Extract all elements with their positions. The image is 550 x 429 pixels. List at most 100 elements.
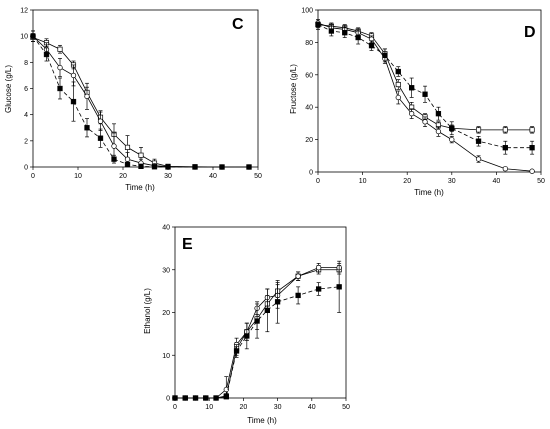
panel-c-y-tick-label: 10 [20, 34, 28, 41]
panel-d-data-point [502, 166, 508, 172]
panel-d-data-point [409, 85, 415, 91]
panel-c-data-point [111, 143, 117, 149]
panel-c-x-tick-label: 30 [164, 173, 172, 180]
panel-c-data-point [138, 152, 144, 158]
panel-e-data-point [182, 395, 188, 401]
panel-d-data-point [409, 111, 415, 117]
panel-e-x-tick-label: 30 [274, 404, 282, 411]
panel-e-data-point [203, 395, 209, 401]
panel-c-y-tick-label: 0 [24, 165, 28, 172]
panel-d-data-point [395, 81, 401, 88]
panel-d-data-point [502, 127, 508, 133]
panel-d-data-point [368, 42, 375, 49]
panel-e-data-point [274, 299, 281, 305]
panel-e-data-point [315, 286, 322, 292]
panel-c-y-tick-label: 4 [24, 112, 28, 119]
panel-e-data-point [192, 395, 199, 401]
panel-d-data-point [422, 91, 428, 97]
panel-d-data-point [315, 21, 321, 28]
panel-c-data-point [138, 163, 144, 169]
panel-e-x-tick-label: 50 [342, 404, 350, 411]
panel-d-data-point [476, 127, 482, 133]
panel-d-series-line [317, 24, 533, 149]
panel-c-data-point [84, 125, 90, 131]
panel-c-data-point [97, 135, 104, 141]
panel-c-data-point [246, 164, 252, 170]
panel-c: C Time (h) Glucose (g/L) 0 10 20 30 40 50 0 2 4 6… [4, 8, 262, 193]
panel-d-data-point [342, 30, 348, 36]
panel-e-letter: E [182, 236, 193, 253]
panel-c-x-tick-label: 40 [209, 173, 217, 180]
panel-c-data-point [124, 144, 131, 150]
panel-e: E Time (h) Ethanol (g/L) 0 10 20 30 40 50 0 10 2… [143, 225, 350, 426]
panel-e-x-tick-label: 0 [173, 404, 177, 411]
panel-c-letter: C [232, 16, 244, 33]
panel-c-data-point [97, 118, 104, 124]
panel-d-data-point [435, 128, 442, 135]
panel-e-data-point [295, 273, 301, 279]
panel-c-y-tick-label: 12 [20, 8, 28, 15]
panel-c-y-tick-label: 6 [24, 86, 28, 93]
panel-c-data-point [219, 164, 225, 170]
panel-d-x-tick-label: 20 [403, 178, 411, 185]
panel-d-x-tick-label: 30 [448, 178, 456, 185]
panel-e-y-axis-title: Ethanol (g/L) [143, 288, 152, 334]
panel-d-y-tick-label: 60 [305, 72, 313, 79]
panel-c-y-axis-title: Glucose (g/L) [4, 65, 13, 113]
panel-e-data-point [223, 386, 229, 393]
panel-d-y-axis-title: Fructose (g/L) [289, 64, 298, 114]
panel-d-data-point [355, 34, 361, 41]
panel-e-data-point [244, 333, 250, 339]
panel-d-x-tick-label: 40 [493, 178, 501, 185]
panel-d-data-point [395, 94, 401, 101]
panel-c-data-point [57, 64, 63, 71]
panel-c-series-open-square [30, 33, 252, 170]
panel-c-y-tick-label: 8 [24, 60, 28, 67]
panel-d: D Time (h) Fructose (g/L) 0 10 20 30 40 50 0 20… [289, 8, 545, 198]
panel-e-y-tick-label: 10 [162, 353, 170, 360]
panel-d-x-tick-label: 0 [316, 178, 320, 185]
panel-e-y-tick-label: 20 [162, 310, 170, 317]
panel-c-frame [32, 9, 259, 168]
panel-e-y-tick-label: 40 [162, 225, 170, 232]
panel-c-data-point [57, 85, 63, 92]
panel-d-data-point [529, 168, 535, 174]
panel-c-data-point [84, 93, 90, 99]
panel-d-series-open-circle [315, 19, 535, 174]
panel-c-data-point [124, 156, 131, 162]
panel-d-data-point [529, 127, 535, 133]
panel-d-data-point [529, 145, 535, 151]
panel-c-x-tick-label: 0 [31, 173, 35, 180]
panel-e-x-tick-label: 10 [205, 404, 213, 411]
panel-d-series-filled-square [315, 19, 535, 155]
panel-e-data-point [315, 264, 322, 271]
panel-c-x-tick-label: 50 [254, 173, 262, 180]
panel-e-data-point [254, 318, 260, 324]
panel-d-data-point [475, 156, 482, 162]
panel-e-series-filled-square [172, 260, 342, 401]
panel-e-x-tick-label: 40 [308, 404, 316, 411]
panel-e-data-point [295, 292, 301, 299]
panel-e-x-axis-title: Time (h) [247, 416, 277, 425]
panel-d-data-point [502, 145, 508, 151]
panel-c-data-point [192, 164, 198, 170]
panel-e-data-point [233, 348, 240, 354]
panel-e-x-tick-label: 20 [240, 404, 248, 411]
panel-d-data-point [435, 111, 442, 117]
panel-c-data-point [165, 164, 171, 170]
panel-c-data-point [151, 164, 158, 170]
panel-e-data-point [223, 394, 229, 400]
panel-d-y-tick-label: 100 [301, 8, 313, 15]
panel-d-x-tick-label: 50 [537, 178, 545, 185]
panel-d-frame [317, 9, 542, 173]
panel-c-data-point [124, 161, 131, 168]
panel-c-series-filled-square [30, 30, 252, 170]
panel-c-data-point [70, 72, 77, 79]
panel-d-x-tick-label: 10 [359, 178, 367, 185]
panel-e-data-point [336, 284, 342, 290]
panel-c-data-point [30, 33, 36, 39]
panel-d-data-point [395, 68, 401, 75]
panel-c-y-tick-label: 2 [24, 138, 28, 145]
panel-e-data-point [213, 395, 219, 401]
